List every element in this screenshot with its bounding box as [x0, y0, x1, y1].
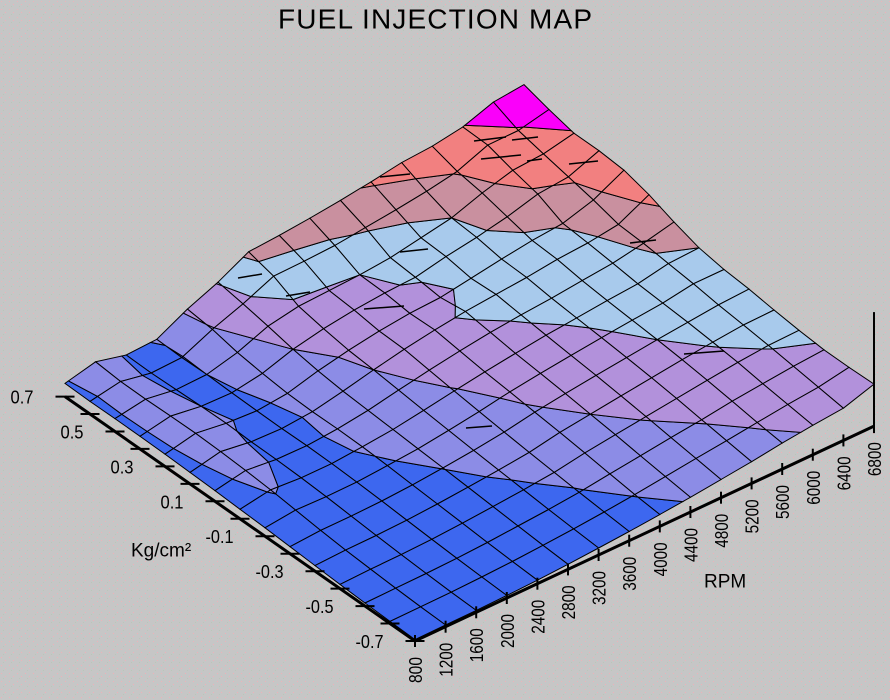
svg-text:-0.3: -0.3 [256, 562, 284, 582]
svg-text:6400: 6400 [834, 456, 854, 490]
svg-text:6800: 6800 [865, 442, 885, 476]
svg-text:5600: 5600 [773, 485, 793, 519]
svg-text:4000: 4000 [651, 542, 671, 576]
svg-text:RPM: RPM [704, 572, 746, 593]
svg-text:3200: 3200 [590, 571, 610, 605]
svg-text:5200: 5200 [743, 499, 763, 533]
svg-text:0.7: 0.7 [11, 388, 34, 408]
svg-text:1600: 1600 [467, 628, 487, 662]
svg-text:4800: 4800 [712, 514, 732, 548]
svg-text:FUEL INJECTION MAP: FUEL INJECTION MAP [278, 4, 592, 35]
svg-text:800: 800 [406, 657, 426, 683]
svg-text:6000: 6000 [804, 471, 824, 505]
svg-text:0.3: 0.3 [111, 457, 134, 477]
svg-text:Kg/cm²: Kg/cm² [131, 541, 191, 562]
svg-text:-0.5: -0.5 [306, 597, 334, 617]
svg-text:2800: 2800 [559, 585, 579, 619]
svg-text:0.1: 0.1 [161, 492, 184, 512]
svg-text:3600: 3600 [620, 557, 640, 591]
svg-text:2000: 2000 [498, 614, 518, 648]
svg-text:-0.1: -0.1 [206, 527, 234, 547]
svg-text:2400: 2400 [528, 600, 548, 634]
svg-text:0.5: 0.5 [61, 423, 84, 443]
svg-text:-0.7: -0.7 [356, 632, 384, 652]
svg-text:1200: 1200 [437, 643, 457, 677]
svg-text:4400: 4400 [681, 528, 701, 562]
